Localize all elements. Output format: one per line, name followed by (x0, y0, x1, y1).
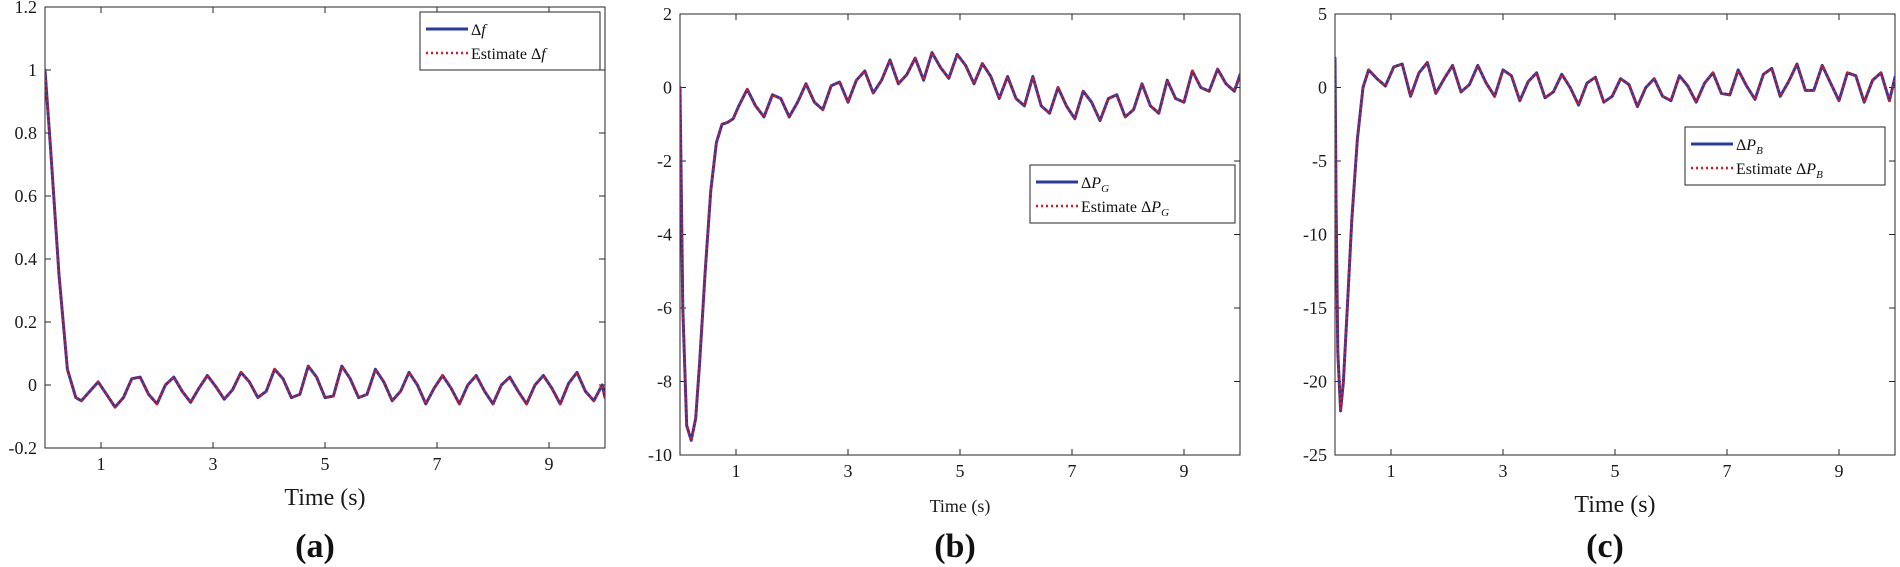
tick-marks (680, 13, 1240, 456)
x-tick-label: 3 (844, 461, 853, 481)
panel-a: -0.2 0 0.2 0.4 0.6 0.8 1 1.2 1 3 5 7 9 Time (s) Δf E… (9, 0, 606, 565)
actual-series-line (680, 51, 1240, 442)
legend-entry: Estimate Δf (471, 46, 548, 63)
x-tick-label: 1 (1387, 461, 1396, 481)
legend-box (1684, 126, 1886, 186)
y-tick-label: -10 (648, 445, 672, 465)
panel-c: -25 -20 -15 -10 -5 0 5 1 3 5 7 9 Time (s) ΔPB Estim… (1303, 4, 1896, 565)
y-tick-label: -25 (1303, 445, 1327, 465)
y-tick-label: 1.2 (15, 0, 38, 17)
legend-entry: ΔPB (1736, 137, 1763, 157)
panel-label-c: (c) (1586, 528, 1624, 565)
legend-entry: Δf (471, 22, 488, 39)
actual-series-line (1335, 56, 1895, 413)
x-tick-label: 3 (209, 454, 218, 474)
legend-entry: Estimate ΔPG (1081, 199, 1169, 219)
y-tick-label: -0.2 (9, 438, 38, 458)
x-tick-label: 1 (732, 461, 741, 481)
y-tick-label: -6 (657, 298, 672, 318)
x-tick-label: 3 (1499, 461, 1508, 481)
x-tick-label: 1 (97, 454, 106, 474)
y-tick-label: -20 (1303, 372, 1327, 392)
y-tick-label: 1 (28, 60, 37, 80)
legend: ΔPB Estimate ΔPB (1684, 126, 1886, 186)
actual-series-line (45, 68, 605, 409)
y-tick-label: 0.6 (15, 186, 38, 206)
x-tick-label: 5 (321, 454, 330, 474)
y-tick-label: 0.4 (15, 249, 38, 269)
legend: Δf Estimate Δf (419, 11, 601, 71)
x-tick-label: 7 (1723, 461, 1732, 481)
y-tick-label: -10 (1303, 225, 1327, 245)
panel-b: -10 -8 -6 -4 -2 0 2 1 3 5 7 9 Time (s) ΔPG Estimate… (648, 4, 1241, 565)
x-tick-label: 9 (1835, 461, 1844, 481)
axes-frame (679, 13, 1241, 456)
x-tick-labels: 1 3 5 7 9 (1387, 461, 1844, 481)
legend-box (1029, 164, 1236, 224)
x-tick-labels: 1 3 5 7 9 (97, 454, 554, 474)
x-tick-label: 5 (1611, 461, 1620, 481)
y-tick-label: 0 (663, 78, 672, 98)
series-lines (680, 51, 1240, 442)
axes-frame (1334, 13, 1896, 456)
x-tick-labels: 1 3 5 7 9 (732, 461, 1189, 481)
panel-label-a: (a) (295, 528, 335, 565)
x-tick-label: 5 (956, 461, 965, 481)
series-lines (45, 68, 605, 409)
y-tick-label: 5 (1318, 4, 1327, 24)
panel-label-b: (b) (934, 528, 976, 565)
y-tick-label: 2 (663, 4, 672, 24)
y-tick-label: 0 (28, 375, 37, 395)
y-tick-label: 0.8 (15, 123, 38, 143)
legend-entry: ΔPG (1081, 175, 1109, 195)
x-axis-label: Time (s) (1574, 492, 1655, 518)
x-tick-label: 9 (1180, 461, 1189, 481)
y-tick-label: 0 (1318, 78, 1327, 98)
y-tick-label: -8 (657, 372, 672, 392)
x-tick-label: 9 (545, 454, 554, 474)
series-lines (1335, 56, 1895, 413)
axes-frame (44, 6, 606, 449)
x-tick-label: 7 (1068, 461, 1077, 481)
y-tick-label: -2 (657, 151, 672, 171)
y-tick-label: 0.2 (15, 312, 38, 332)
y-tick-labels: -10 -8 -6 -4 -2 0 2 (648, 4, 672, 465)
legend-box (419, 11, 601, 71)
legend: ΔPG Estimate ΔPG (1029, 164, 1236, 224)
y-tick-labels: -25 -20 -15 -10 -5 0 5 (1303, 4, 1327, 465)
y-tick-label: -15 (1303, 298, 1327, 318)
tick-marks (45, 6, 605, 449)
x-axis-label: Time (s) (284, 485, 365, 511)
y-tick-label: -5 (1312, 151, 1327, 171)
x-axis-label: Time (s) (930, 496, 991, 517)
x-tick-label: 7 (433, 454, 442, 474)
y-tick-labels: -0.2 0 0.2 0.4 0.6 0.8 1 1.2 (9, 0, 38, 458)
y-tick-label: -4 (657, 225, 672, 245)
legend-entry: Estimate ΔPB (1736, 161, 1823, 181)
